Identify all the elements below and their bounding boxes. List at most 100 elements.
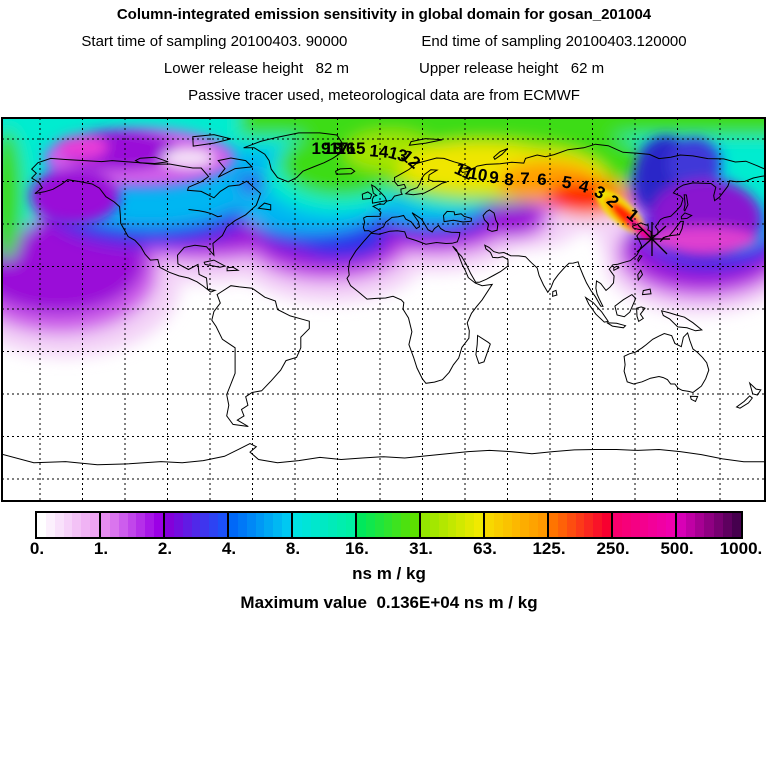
colorbar-cell bbox=[529, 513, 539, 537]
trajectory-number: 7 bbox=[520, 169, 529, 188]
colorbar-cell bbox=[118, 513, 128, 537]
colorbar-cell bbox=[173, 513, 183, 537]
colorbar-tick-label: 8. bbox=[285, 539, 301, 558]
sampling-start-text: Start time of sampling 20100403. 90000 bbox=[81, 33, 348, 50]
colorbar-cell bbox=[319, 513, 329, 537]
colorbar-cell bbox=[72, 513, 82, 537]
colorbar-cell bbox=[337, 513, 347, 537]
colorbar-segment bbox=[37, 513, 101, 537]
colorbar-cell bbox=[438, 513, 448, 537]
colorbar-segment bbox=[677, 513, 741, 537]
colorbar-cell bbox=[255, 513, 265, 537]
coastlines bbox=[2, 132, 765, 466]
map-border bbox=[1, 117, 766, 502]
colorbar-tick-label: 16. bbox=[345, 539, 369, 558]
colorbar-cell bbox=[566, 513, 576, 537]
colorbar-tick-label: 2. bbox=[157, 539, 173, 558]
colorbar-cell bbox=[101, 513, 110, 537]
trajectory-number: 8 bbox=[503, 170, 514, 190]
colorbar-cell bbox=[392, 513, 402, 537]
colorbar-cell bbox=[485, 513, 494, 537]
trajectory-number: 9 bbox=[488, 168, 499, 188]
colorbar bbox=[35, 511, 743, 539]
colorbar-cell bbox=[136, 513, 146, 537]
colorbar-cell bbox=[54, 513, 64, 537]
trajectory-number: 13 bbox=[386, 143, 409, 166]
colorbar-cell bbox=[209, 513, 219, 537]
colorbar-cell bbox=[465, 513, 475, 537]
receptor-star-marker bbox=[635, 222, 670, 256]
colorbar-tick-label: 125. bbox=[532, 539, 566, 558]
colorbar-cell bbox=[410, 513, 420, 537]
maximum-value-text: Maximum value 0.136E+04 ns m / kg bbox=[240, 593, 538, 612]
colorbar-cell bbox=[557, 513, 567, 537]
colorbar-tick-label: 1. bbox=[93, 539, 109, 558]
colorbar-cell bbox=[686, 513, 696, 537]
colorbar-cell bbox=[520, 513, 530, 537]
page-title: Column-integrated emission sensitivity i… bbox=[116, 6, 652, 23]
colorbar-cell bbox=[657, 513, 667, 537]
trajectory-number: 15 bbox=[347, 139, 366, 158]
colorbar-cell bbox=[639, 513, 649, 537]
upper-release-text: Upper release height 62 m bbox=[419, 60, 605, 77]
colorbar-cell bbox=[383, 513, 393, 537]
trajectory-number: 6 bbox=[537, 170, 546, 189]
colorbar-cell bbox=[63, 513, 73, 537]
colorbar-tick-label: 500. bbox=[660, 539, 694, 558]
colorbar-tick-label: 31. bbox=[409, 539, 433, 558]
colorbar-tick-label: 4. bbox=[221, 539, 237, 558]
trajectory-number: 5 bbox=[561, 172, 574, 192]
colorbar-cell bbox=[310, 513, 320, 537]
colorbar-cell bbox=[456, 513, 466, 537]
colorbar-cell bbox=[502, 513, 512, 537]
colorbar-cell bbox=[429, 513, 439, 537]
tracer-note-text: Passive tracer used, meteorological data… bbox=[188, 87, 580, 104]
colorbar-segment bbox=[485, 513, 549, 537]
colorbar-segment bbox=[165, 513, 229, 537]
colorbar-cell bbox=[264, 513, 274, 537]
colorbar-cell bbox=[493, 513, 503, 537]
colorbar-cell bbox=[447, 513, 457, 537]
colorbar-cell bbox=[90, 513, 100, 537]
colorbar-cell bbox=[549, 513, 558, 537]
lower-release-text: Lower release height 82 m bbox=[163, 60, 349, 77]
colorbar-segment bbox=[101, 513, 165, 537]
colorbar-cell bbox=[374, 513, 384, 537]
colorbar-cell bbox=[602, 513, 612, 537]
colorbar-tick-label: 1000. bbox=[719, 539, 763, 558]
sampling-times-row: Start time of sampling 20100403. 90000 E… bbox=[0, 33, 768, 50]
colorbar-segment bbox=[357, 513, 421, 537]
trajectory-number: 18 bbox=[324, 139, 343, 158]
colorbar-cell bbox=[722, 513, 732, 537]
trajectory-number: 19 bbox=[312, 139, 331, 158]
colorbar-cell bbox=[346, 513, 356, 537]
colorbar-cell bbox=[229, 513, 238, 537]
colorbar-cell bbox=[365, 513, 375, 537]
colorbar-cell bbox=[301, 513, 311, 537]
colorbar-cell bbox=[621, 513, 631, 537]
colorbar-tick-label: 250. bbox=[596, 539, 630, 558]
colorbar-cell bbox=[154, 513, 164, 537]
trajectory-number: 10 bbox=[467, 163, 489, 185]
colorbar-cell bbox=[165, 513, 174, 537]
colorbar-cell bbox=[246, 513, 256, 537]
colorbar-units: ns m / kg bbox=[352, 564, 426, 583]
trajectory-number: 14 bbox=[369, 141, 390, 162]
colorbar-cell bbox=[37, 513, 46, 537]
colorbar-cell bbox=[474, 513, 484, 537]
colorbar-cell bbox=[575, 513, 585, 537]
colorbar-cell bbox=[191, 513, 201, 537]
colorbar-cell bbox=[145, 513, 155, 537]
colorbar-cell bbox=[328, 513, 338, 537]
colorbar-cell bbox=[648, 513, 658, 537]
colorbar-segment bbox=[549, 513, 613, 537]
colorbar-cell bbox=[613, 513, 622, 537]
colorbar-cell bbox=[677, 513, 687, 537]
colorbar-segment bbox=[421, 513, 485, 537]
colorbar-cell bbox=[666, 513, 676, 537]
colorbar-tick-label: 0. bbox=[29, 539, 45, 558]
colorbar-segment bbox=[613, 513, 677, 537]
sampling-end-text: End time of sampling 20100403.120000 bbox=[421, 33, 687, 50]
colorbar-cell bbox=[713, 513, 723, 537]
